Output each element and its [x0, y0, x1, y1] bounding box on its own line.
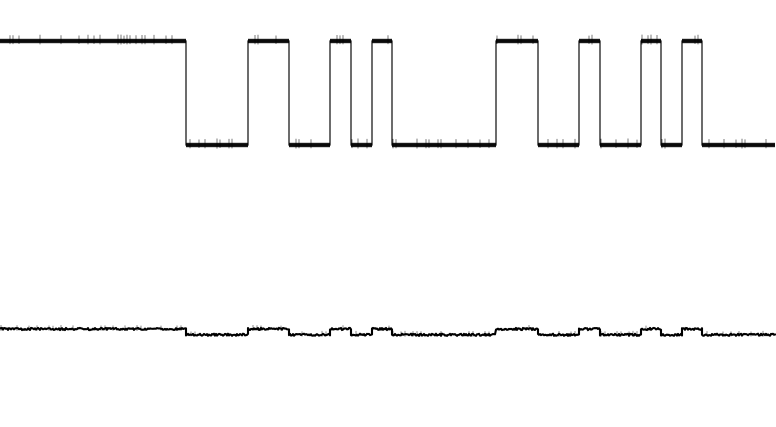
digital-low-level-band [600, 142, 641, 148]
digital-high-level-band [579, 38, 600, 44]
digital-low-level-band [538, 142, 579, 148]
digital-noise-spikes [661, 138, 666, 149]
digital-noise-spikes [547, 138, 576, 149]
digital-low-level-band [702, 142, 775, 148]
digital-noise-spikes [708, 138, 767, 149]
digital-noise-spikes [694, 34, 699, 45]
digital-noise-spikes [496, 34, 534, 45]
digital-noise-spikes [295, 138, 312, 149]
digital-high-level-band [372, 38, 392, 44]
digital-high-level-band [330, 38, 351, 44]
digital-low-level-band [289, 142, 330, 148]
analog-noise-spikes [0, 325, 182, 331]
digital-noise-spikes [336, 35, 344, 45]
analog-trace-line [0, 326, 776, 337]
analog-noise-spikes [600, 330, 638, 337]
digital-low-level-band [351, 142, 372, 148]
digital-high-level-band [496, 38, 538, 44]
digital-low-level-band [392, 142, 496, 148]
analog-noise-spikes [558, 330, 576, 337]
analog-noise-spikes [252, 325, 282, 331]
digital-noise-spikes [600, 138, 638, 149]
digital-noise-spikes [189, 138, 233, 149]
digital-step-line [0, 40, 775, 146]
digital-noise-spikes [641, 34, 658, 45]
analog-noise-spikes [706, 330, 764, 337]
digital-noise-spikes [392, 138, 490, 149]
analog-noise-spikes [392, 330, 490, 337]
digital-high-level-band [0, 38, 186, 44]
analog-noise-spikes [301, 330, 327, 337]
analog-noise-spikes [190, 331, 196, 337]
digital-low-level-band [661, 142, 682, 148]
digital-noise-spikes [254, 34, 277, 45]
digital-high-level-band [682, 38, 702, 44]
digital-noise-spikes [351, 138, 368, 149]
digital-high-level-band [248, 38, 289, 44]
analog-series [0, 325, 776, 337]
digital-noise-spikes [9, 34, 173, 45]
digital-step-series [0, 34, 775, 149]
digital-noise-spikes [588, 34, 593, 45]
